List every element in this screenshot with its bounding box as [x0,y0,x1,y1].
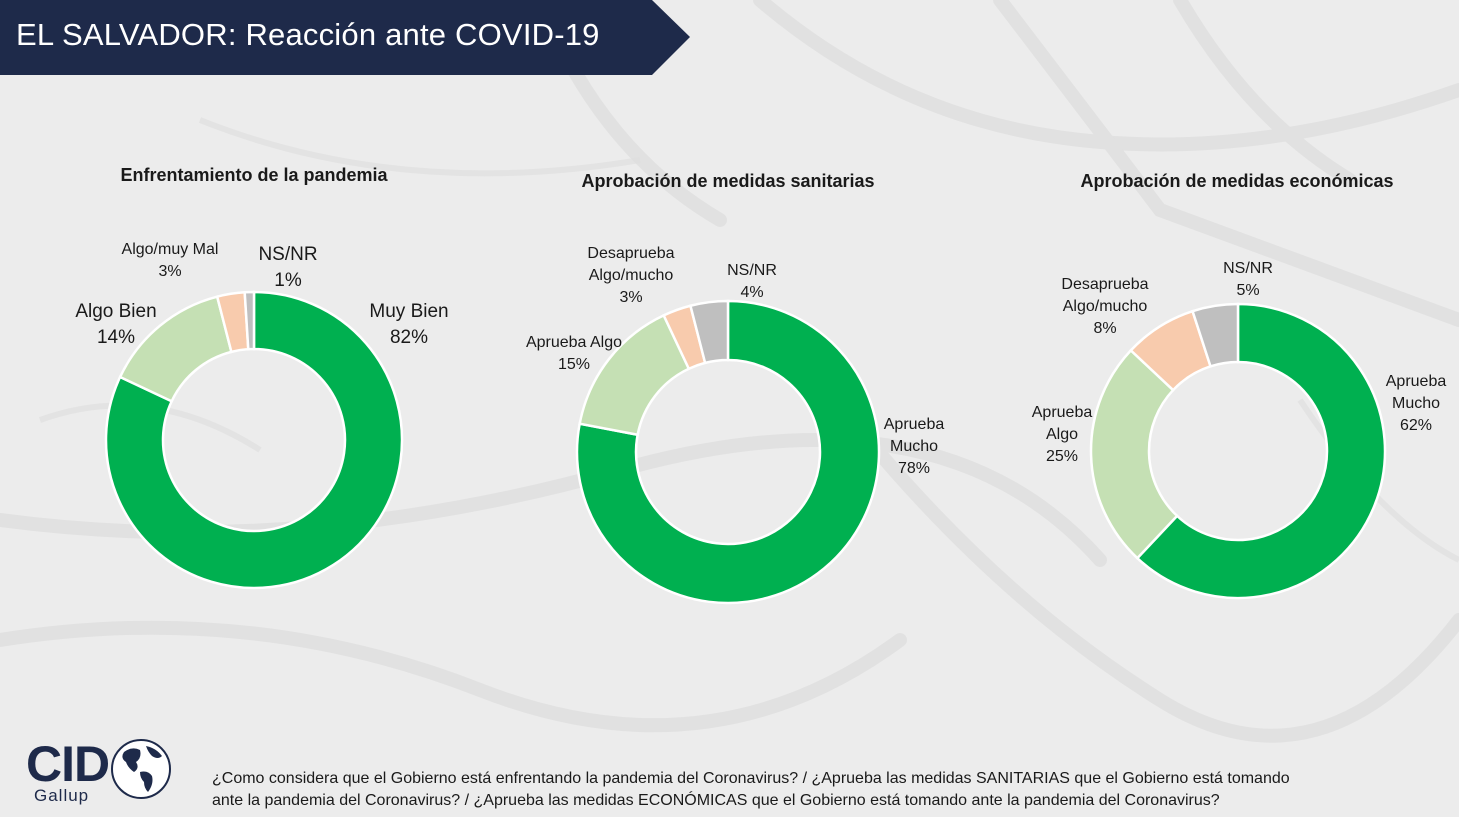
data-label-line: 25% [1046,448,1078,465]
data-labels: Muy Bien 82% Algo Bien 14% Algo/muy Mal 3% NS/… [75,241,1446,477]
data-label: Muy Bien 82% [369,301,448,348]
donut-slice [243,290,256,351]
data-label-line: Algo/mucho [589,267,674,284]
data-label-line: Algo/mucho [1063,298,1148,315]
data-label-line: Mucho [1392,395,1440,412]
donut-slice [104,290,404,590]
chart-title: Aprobación de medidas sanitarias [581,171,874,191]
logo-subtext: Gallup [34,786,90,805]
data-label-line: Desaprueba [1061,276,1148,293]
data-label-line: Algo [1046,426,1078,443]
data-label-line: NS/NR [258,244,317,265]
title-banner: EL SALVADOR: Reacción ante COVID-19 [0,0,690,75]
data-label-line: Aprueba Algo [526,334,622,351]
data-label-line: Aprueba [1032,404,1093,421]
data-label-line: 15% [558,356,590,373]
data-label-line: 1% [274,270,302,291]
footnote-line: ¿Como considera que el Gobierno está enf… [212,770,1290,787]
cid-gallup-logo: CID Gallup [24,736,174,808]
data-label-line: 78% [898,460,930,477]
donut-slice [688,299,730,365]
data-label-line: Desaprueba [587,245,674,262]
data-label-line: 82% [390,327,428,348]
data-label: Algo Bien 14% [75,301,156,348]
data-label: Aprueba Mucho 62% [1386,373,1447,434]
footnote-line: ante la pandemia del Coronavirus? / ¿Apr… [212,792,1220,809]
chart-title: Aprobación de medidas económicas [1080,171,1393,191]
data-label-line: 4% [740,284,763,301]
survey-question-footnote: ¿Como considera que el Gobierno está enf… [212,768,1412,812]
data-label-line: Aprueba [884,416,945,433]
data-label-line: 8% [1093,320,1116,337]
data-label: Desaprueba Algo/mucho 8% [1061,276,1148,337]
data-label-line: 3% [619,289,642,306]
data-label: NS/NR 5% [1223,260,1273,299]
data-label-line: 5% [1236,282,1259,299]
data-label-line: Aprueba [1386,373,1447,390]
logo-text: CID [26,736,110,792]
data-label-line: Algo/muy Mal [122,241,219,258]
data-label: NS/NR 4% [727,262,777,301]
data-label-line: Muy Bien [369,301,448,322]
data-label: Algo/muy Mal 3% [122,241,219,280]
donut-slice [575,299,881,605]
data-label-line: 62% [1400,417,1432,434]
globe-icon [111,739,171,799]
page-title: EL SALVADOR: Reacción ante COVID-19 [16,17,600,52]
data-label: Aprueba Algo 25% [1032,404,1093,465]
data-label: NS/NR 1% [258,244,317,291]
donut-slice [1089,348,1179,560]
data-label-line: Algo Bien [75,301,156,322]
data-label: Aprueba Mucho 78% [884,416,945,477]
data-label: Desaprueba Algo/mucho 3% [587,245,674,306]
donut-slice [1135,302,1387,600]
donut-slices [104,290,1387,605]
data-label-line: NS/NR [1223,260,1273,277]
donut-slice [1190,302,1240,368]
data-label: Aprueba Algo 15% [526,334,622,373]
data-label-line: 3% [158,263,181,280]
data-label-line: Mucho [890,438,938,455]
chart-title: Enfrentamiento de la pandemia [120,165,388,185]
data-label-line: NS/NR [727,262,777,279]
data-label-line: 14% [97,327,135,348]
